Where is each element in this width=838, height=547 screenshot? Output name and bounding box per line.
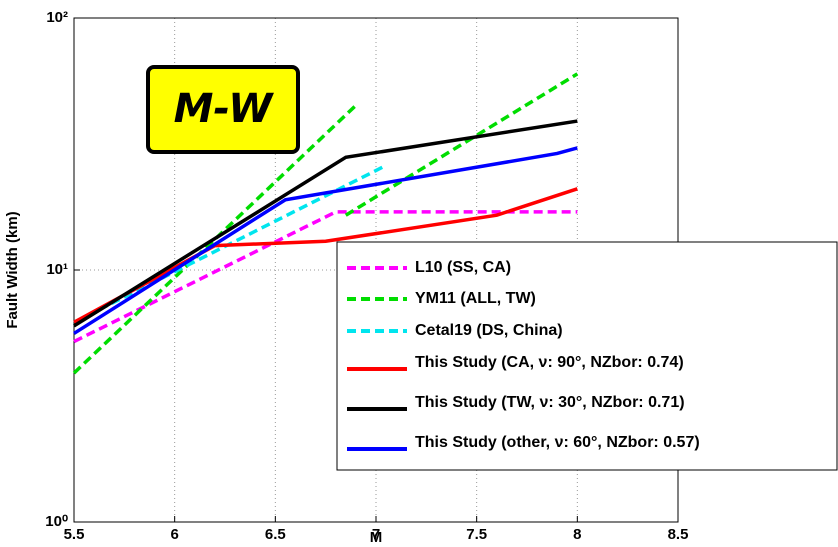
legend-label: This Study (TW, ν: 30°, NZbor: 0.71) bbox=[415, 394, 685, 411]
legend-label: Cetal19 (DS, China) bbox=[415, 322, 563, 339]
x-tick-label: 6.5 bbox=[265, 526, 286, 543]
y-axis-label: Fault Width (km) bbox=[4, 211, 21, 328]
y-tick-label: 10¹ bbox=[46, 261, 68, 278]
annotation: M-W bbox=[174, 86, 275, 132]
x-tick-label: 7 bbox=[372, 526, 380, 543]
series-line bbox=[73, 146, 578, 335]
legend-label: This Study (CA, ν: 90°, NZbor: 0.74) bbox=[415, 354, 684, 371]
x-tick-label: 7.5 bbox=[466, 526, 487, 543]
legend-label: YM11 (ALL, TW) bbox=[415, 290, 536, 307]
y-tick-label: 10⁰ bbox=[45, 513, 68, 530]
y-tick-label: 10² bbox=[46, 9, 68, 26]
x-axis-label: M bbox=[370, 529, 383, 546]
x-tick-label: 6 bbox=[170, 526, 178, 543]
series-line bbox=[72, 72, 579, 375]
legend-box bbox=[336, 241, 838, 471]
series-line bbox=[73, 119, 578, 328]
x-tick-label: 8 bbox=[573, 526, 581, 543]
annotation-box bbox=[146, 65, 300, 154]
x-tick-label: 8.5 bbox=[668, 526, 689, 543]
series-line bbox=[73, 187, 578, 324]
x-tick-label: 5.5 bbox=[64, 526, 85, 543]
legend-label: L10 (SS, CA) bbox=[415, 259, 511, 276]
legend-label: This Study (other, ν: 60°, NZbor: 0.57) bbox=[415, 434, 700, 451]
series-line bbox=[73, 210, 578, 344]
